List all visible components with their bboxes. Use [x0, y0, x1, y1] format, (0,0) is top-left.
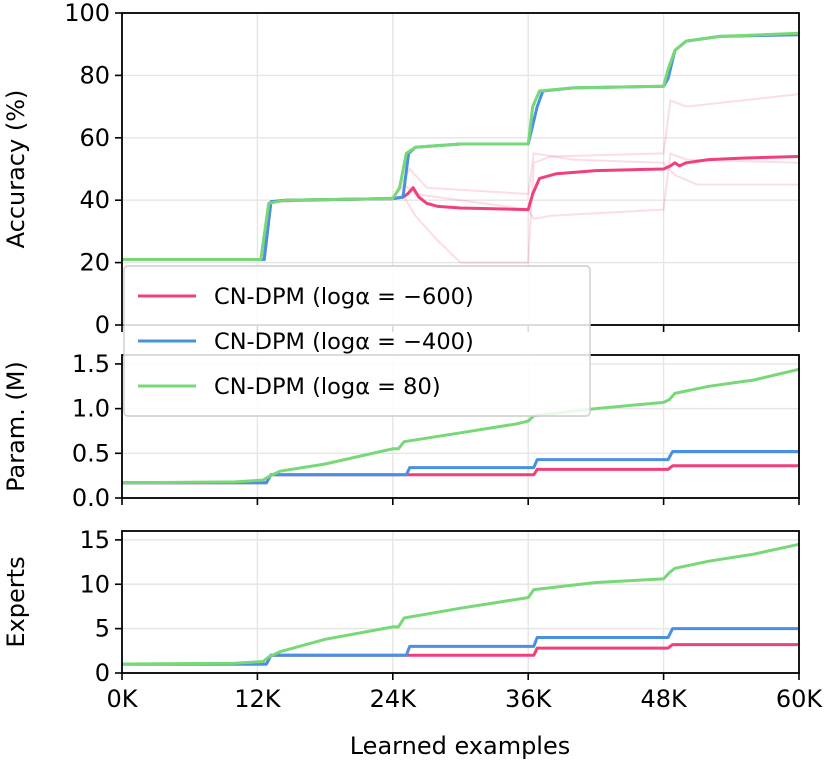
legend-frame	[123, 265, 591, 417]
series-line-experts-1	[122, 627, 799, 666]
y-axis-label-params: Param. (M)	[2, 361, 30, 492]
x-tick-label: 36K	[505, 685, 553, 713]
y-tick-label: 0	[95, 659, 110, 687]
series-line-experts-2	[121, 542, 800, 666]
y-tick-label: 1.5	[72, 350, 110, 378]
y-tick-label: 80	[79, 61, 110, 89]
y-tick-label: 20	[79, 249, 110, 277]
legend-label-green: CN-DPM (logα = 80)	[214, 374, 441, 400]
legend: CN-DPM (logα = −600) CN-DPM (logα = −400…	[123, 265, 591, 417]
faint-run-line	[122, 151, 800, 261]
axes-frame	[121, 530, 800, 674]
series-line-accuracy-1	[122, 33, 800, 261]
x-tick-label: 24K	[370, 685, 418, 713]
x-tick-label: 0K	[106, 685, 138, 713]
panel-accuracy: 0 20 40 60 80 100 Accuracy (%)	[2, 0, 800, 339]
y-tick-label: 0.5	[72, 439, 110, 467]
series-line-params-2	[121, 367, 800, 485]
series-line-accuracy-2	[122, 31, 800, 261]
y-tick-label: 0.0	[72, 484, 110, 512]
y-axis-label-accuracy: Accuracy (%)	[2, 90, 30, 249]
x-tick-label: 12K	[234, 685, 282, 713]
legend-label-pink: CN-DPM (logα = −600)	[214, 284, 474, 310]
y-tick-label: 5	[95, 615, 110, 643]
faint-run-line	[122, 93, 800, 264]
y-tick-label: 40	[79, 186, 110, 214]
y-tick-label: 60	[79, 124, 110, 152]
y-tick-label: 15	[79, 526, 110, 554]
x-axis: Learned examples 0K 12K 24K 36K 48K 60K	[106, 685, 823, 760]
legend-label-blue: CN-DPM (logα = −400)	[214, 329, 474, 355]
series-line-accuracy-0	[122, 155, 800, 261]
y-tick-label: 0	[95, 311, 110, 339]
y-tick-label: 1.0	[72, 395, 110, 423]
x-tick-label: 60K	[776, 685, 824, 713]
panel-experts: 0 5 10 15 Experts	[2, 526, 800, 687]
faint-run-line	[122, 152, 799, 261]
x-tick-label: 48K	[640, 685, 688, 713]
series-line-params-1	[122, 450, 799, 485]
y-axis-label-experts: Experts	[2, 556, 30, 647]
y-tick-label: 10	[79, 570, 110, 598]
y-tick-label: 100	[64, 0, 110, 27]
x-axis-label: Learned examples	[350, 732, 571, 760]
